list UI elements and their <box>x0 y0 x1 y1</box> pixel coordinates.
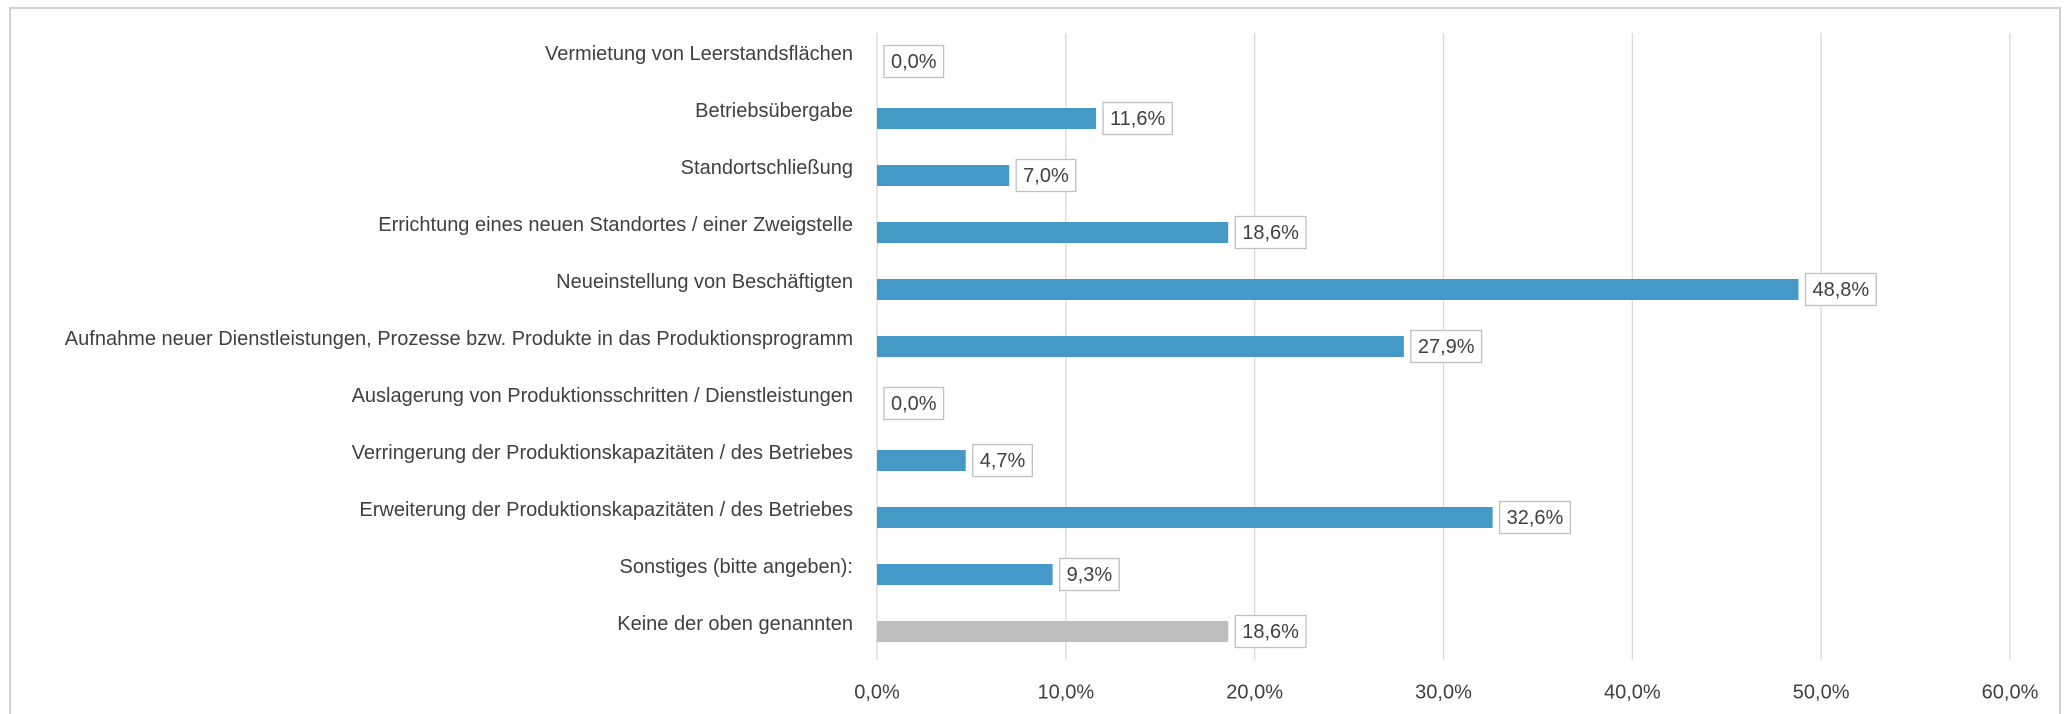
value-label: 0,0% <box>891 393 937 415</box>
bar <box>877 222 1229 243</box>
value-label-box <box>1234 614 1307 649</box>
y-tick-label: Auslagerung von Produktionsschritten / D… <box>352 385 853 407</box>
x-tick-label: 40,0% <box>1604 681 1661 703</box>
y-tick-label: Aufnahme neuer Dienstleistungen, Prozess… <box>65 328 853 350</box>
value-label: 32,6% <box>1507 507 1564 529</box>
x-tick-label: 60,0% <box>1982 681 2039 703</box>
y-tick-label: Erweiterung der Produktionskapazitäten /… <box>359 499 853 521</box>
bar <box>877 507 1493 528</box>
value-label: 27,9% <box>1418 336 1475 358</box>
value-label: 4,7% <box>980 450 1026 472</box>
x-tick-label: 30,0% <box>1415 681 1472 703</box>
y-tick-label: Standortschließung <box>681 157 853 179</box>
value-label: 9,3% <box>1067 564 1113 586</box>
value-label-box <box>1410 329 1483 364</box>
value-label-box <box>883 44 945 79</box>
bar <box>877 621 1229 642</box>
y-tick-label: Verringerung der Produktionskapazitäten … <box>352 442 853 464</box>
value-label: 0,0% <box>891 51 937 73</box>
value-label-box <box>1015 158 1077 193</box>
y-tick-label: Vermietung von Leerstandsflächen <box>545 43 853 65</box>
chart-frame <box>9 7 2061 714</box>
y-tick-label: Keine der oben genannten <box>617 613 853 635</box>
value-label-box <box>1804 272 1877 307</box>
value-label-box <box>1498 500 1571 535</box>
x-tick-label: 10,0% <box>1037 681 1094 703</box>
value-label: 11,6% <box>1110 108 1165 130</box>
bar <box>877 165 1010 186</box>
value-label-box <box>1234 215 1307 250</box>
bar <box>877 450 966 471</box>
x-tick-label: 20,0% <box>1226 681 1283 703</box>
value-label: 7,0% <box>1023 165 1069 187</box>
y-tick-label: Betriebsübergabe <box>695 100 853 122</box>
value-label-box <box>1058 557 1120 592</box>
value-label-box <box>1102 101 1173 136</box>
value-label-box <box>883 386 945 421</box>
bar <box>877 108 1097 129</box>
y-tick-label: Errichtung eines neuen Standortes / eine… <box>378 214 853 236</box>
value-label: 48,8% <box>1813 279 1870 301</box>
x-tick-label: 50,0% <box>1793 681 1850 703</box>
bar <box>877 336 1404 357</box>
value-label: 18,6% <box>1242 222 1299 244</box>
y-tick-label: Sonstiges (bitte angeben): <box>620 556 854 578</box>
value-label: 18,6% <box>1242 621 1299 643</box>
value-label-box <box>972 443 1033 478</box>
bar <box>877 564 1053 585</box>
x-tick-label: 0,0% <box>854 681 900 703</box>
bar <box>877 279 1799 300</box>
y-tick-label: Neueinstellung von Beschäftigten <box>556 271 853 293</box>
